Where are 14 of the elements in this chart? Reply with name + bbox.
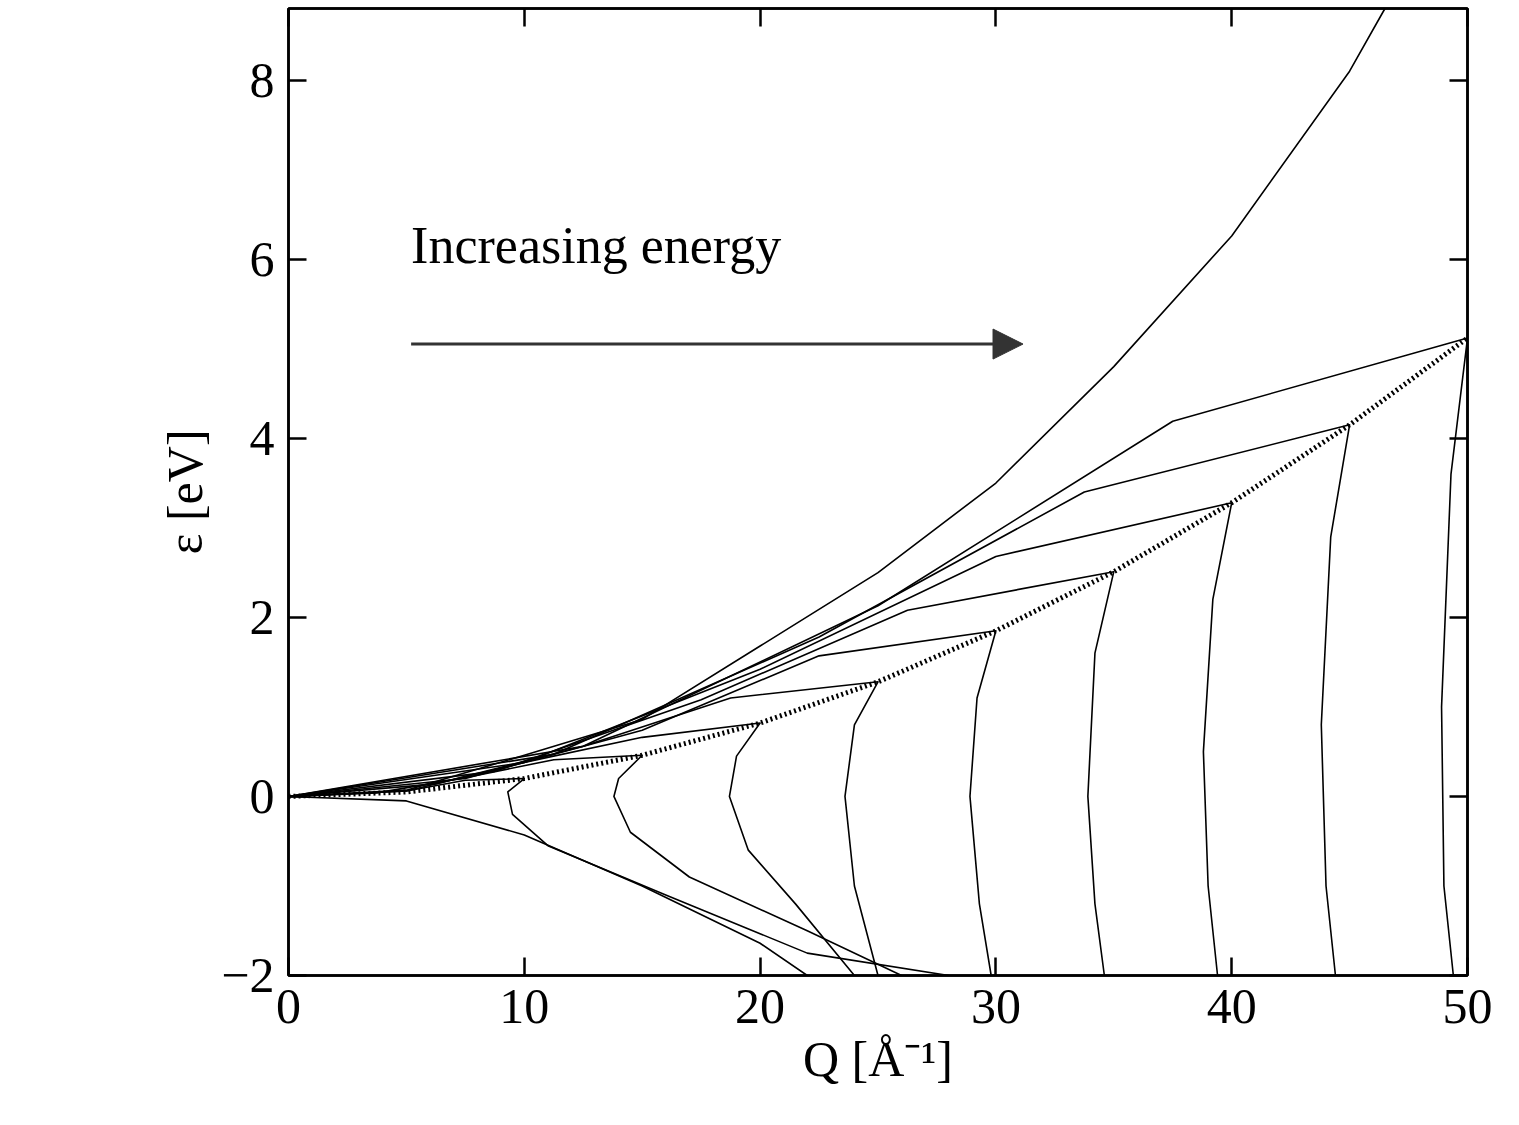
y-tick-label: 4: [249, 409, 275, 466]
x-tick-label: 10: [499, 977, 550, 1034]
x-tick-label: 50: [1442, 977, 1493, 1034]
y-axis-title: ε [eV]: [157, 429, 214, 555]
y-tick-label: 2: [249, 588, 275, 645]
x-tick-label: 40: [1206, 977, 1257, 1034]
y-tick-label: −2: [221, 947, 275, 1003]
annotation: Increasing energy: [411, 217, 782, 275]
x-axis-title: Q [Å⁻¹]: [803, 1030, 954, 1087]
x-tick-label: 30: [970, 977, 1021, 1034]
y-tick-label: 8: [249, 51, 275, 108]
x-tick-label: 20: [735, 977, 786, 1034]
y-tick-label: 6: [249, 230, 275, 287]
y-tick-label: 0: [249, 767, 275, 824]
